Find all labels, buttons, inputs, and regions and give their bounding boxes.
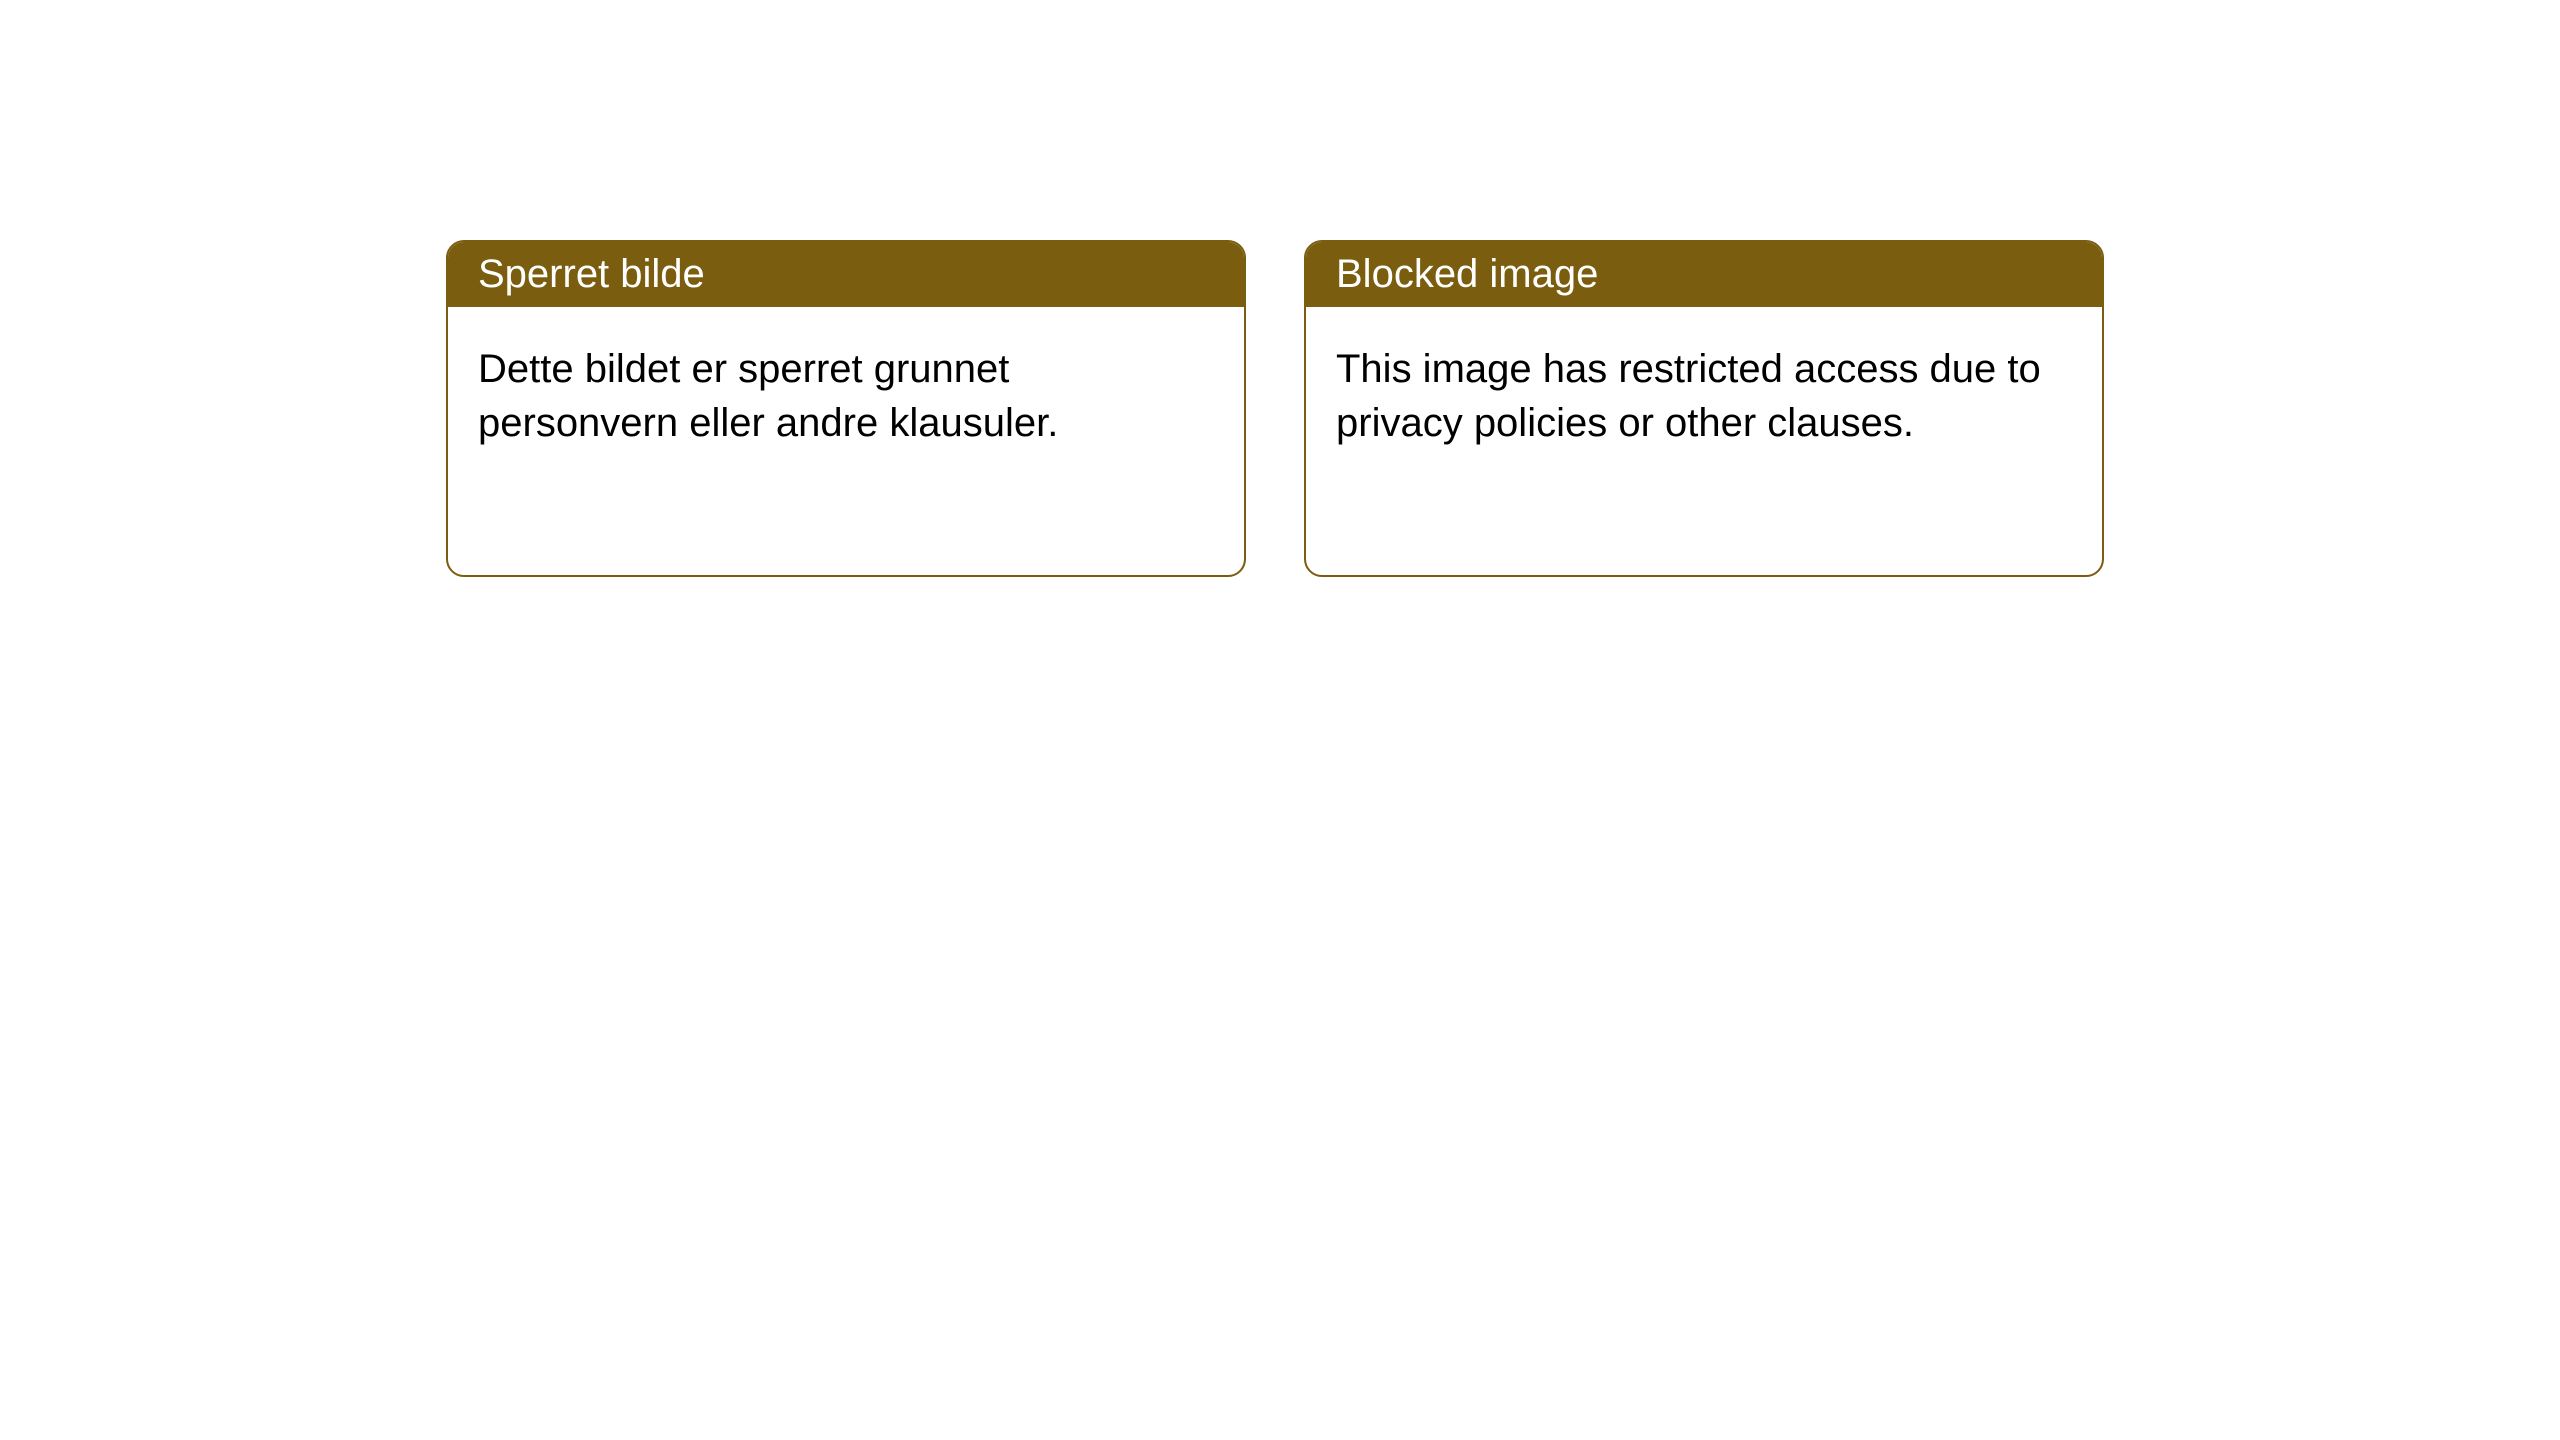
card-title-english: Blocked image bbox=[1336, 252, 1598, 296]
card-message-norwegian: Dette bildet er sperret grunnet personve… bbox=[478, 347, 1058, 445]
card-english: Blocked image This image has restricted … bbox=[1304, 240, 2104, 577]
card-message-english: This image has restricted access due to … bbox=[1336, 347, 2041, 445]
card-header-norwegian: Sperret bilde bbox=[448, 242, 1244, 307]
blocked-image-cards: Sperret bilde Dette bildet er sperret gr… bbox=[446, 240, 2104, 577]
card-body-english: This image has restricted access due to … bbox=[1306, 307, 2102, 485]
card-header-english: Blocked image bbox=[1306, 242, 2102, 307]
card-body-norwegian: Dette bildet er sperret grunnet personve… bbox=[448, 307, 1244, 485]
card-norwegian: Sperret bilde Dette bildet er sperret gr… bbox=[446, 240, 1246, 577]
card-title-norwegian: Sperret bilde bbox=[478, 252, 705, 296]
